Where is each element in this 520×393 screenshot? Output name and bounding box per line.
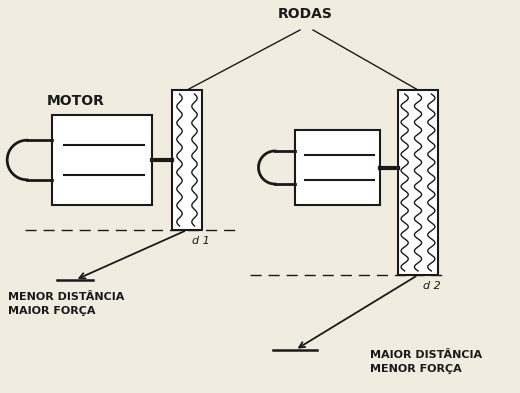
- Text: MENOR DISTÂNCIA: MENOR DISTÂNCIA: [8, 292, 124, 302]
- Text: d 2: d 2: [423, 281, 441, 291]
- Bar: [52, 115, 152, 205]
- Bar: [295, 130, 380, 205]
- Text: MOTOR: MOTOR: [47, 94, 105, 108]
- Text: RODAS: RODAS: [278, 7, 332, 21]
- Text: MENOR FORÇA: MENOR FORÇA: [370, 364, 462, 374]
- Bar: [398, 90, 438, 275]
- Text: d 1: d 1: [192, 236, 210, 246]
- Bar: [172, 90, 202, 230]
- Text: MAIOR DISTÂNCIA: MAIOR DISTÂNCIA: [370, 350, 482, 360]
- Text: MAIOR FORÇA: MAIOR FORÇA: [8, 306, 96, 316]
